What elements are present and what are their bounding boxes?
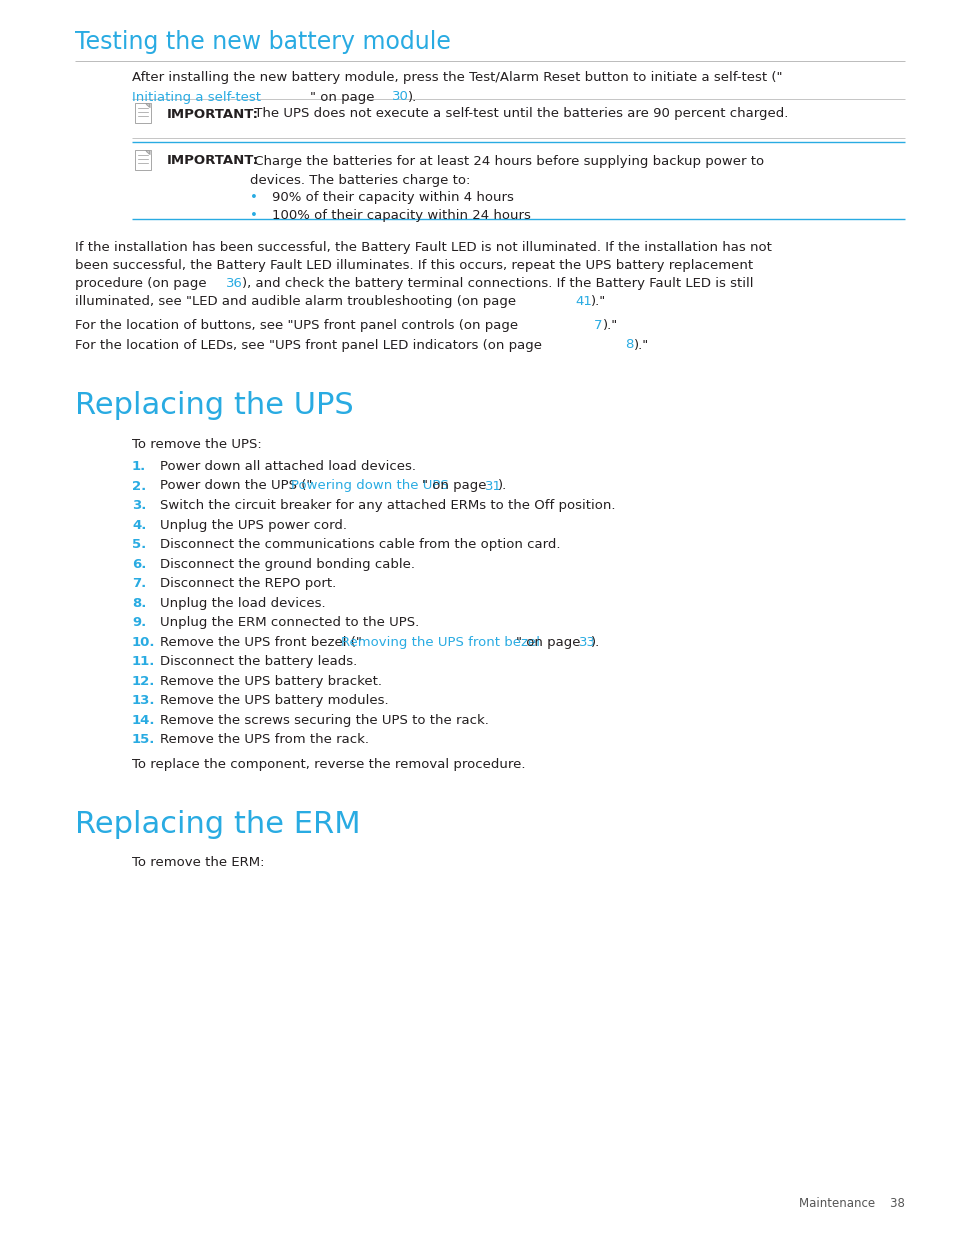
Text: •: • (250, 209, 257, 222)
Text: 33: 33 (578, 636, 595, 648)
Text: Disconnect the battery leads.: Disconnect the battery leads. (160, 655, 356, 668)
Text: Switch the circuit breaker for any attached ERMs to the Off position.: Switch the circuit breaker for any attac… (160, 499, 615, 513)
Text: 36: 36 (226, 277, 243, 290)
Text: To remove the UPS:: To remove the UPS: (132, 438, 261, 452)
Text: Remove the UPS front bezel (": Remove the UPS front bezel (" (160, 636, 361, 648)
Text: 14.: 14. (132, 714, 155, 726)
Text: Disconnect the REPO port.: Disconnect the REPO port. (160, 577, 335, 590)
Text: 1.: 1. (132, 459, 146, 473)
Text: Initiating a self-test: Initiating a self-test (132, 90, 261, 104)
Text: devices. The batteries charge to:: devices. The batteries charge to: (250, 174, 470, 186)
Text: 10.: 10. (132, 636, 155, 648)
Text: 41: 41 (575, 295, 591, 308)
Text: 9.: 9. (132, 616, 146, 629)
Text: Unplug the UPS power cord.: Unplug the UPS power cord. (160, 519, 347, 531)
Text: 30: 30 (392, 90, 409, 104)
Text: " on page: " on page (310, 90, 378, 104)
Text: ).": )." (590, 295, 605, 308)
Text: For the location of LEDs, see "UPS front panel LED indicators (on page: For the location of LEDs, see "UPS front… (75, 338, 546, 352)
Text: illuminated, see "LED and audible alarm troubleshooting (on page: illuminated, see "LED and audible alarm … (75, 295, 519, 308)
Text: 11.: 11. (132, 655, 155, 668)
Text: ).: ). (497, 479, 506, 493)
Text: To replace the component, reverse the removal procedure.: To replace the component, reverse the re… (132, 757, 525, 771)
Text: Remove the UPS from the rack.: Remove the UPS from the rack. (160, 734, 369, 746)
Text: Disconnect the communications cable from the option card.: Disconnect the communications cable from… (160, 538, 560, 551)
Text: 13.: 13. (132, 694, 155, 706)
Text: •: • (250, 191, 257, 204)
Text: Charge the batteries for at least 24 hours before supplying backup power to: Charge the batteries for at least 24 hou… (250, 154, 763, 168)
Text: 90% of their capacity within 4 hours: 90% of their capacity within 4 hours (272, 191, 514, 204)
Text: ).": )." (634, 338, 649, 352)
Text: Unplug the ERM connected to the UPS.: Unplug the ERM connected to the UPS. (160, 616, 418, 629)
Text: IMPORTANT:: IMPORTANT: (167, 107, 258, 121)
FancyBboxPatch shape (135, 103, 151, 122)
Text: ).": )." (602, 319, 618, 332)
Text: ).: ). (408, 90, 416, 104)
Text: 8: 8 (624, 338, 633, 352)
Polygon shape (146, 104, 150, 107)
Text: 7: 7 (594, 319, 602, 332)
Text: Remove the screws securing the UPS to the rack.: Remove the screws securing the UPS to th… (160, 714, 488, 726)
Text: 5.: 5. (132, 538, 146, 551)
Text: 15.: 15. (132, 734, 155, 746)
Text: IMPORTANT:: IMPORTANT: (167, 154, 258, 168)
Text: 8.: 8. (132, 597, 146, 610)
Text: Remove the UPS battery bracket.: Remove the UPS battery bracket. (160, 674, 381, 688)
Text: procedure (on page: procedure (on page (75, 277, 211, 290)
Text: After installing the new battery module, press the Test/Alarm Reset button to in: After installing the new battery module,… (132, 70, 781, 84)
Text: 3.: 3. (132, 499, 146, 513)
Text: Power down the UPS (": Power down the UPS (" (160, 479, 312, 493)
Text: Remove the UPS battery modules.: Remove the UPS battery modules. (160, 694, 388, 706)
Text: 7.: 7. (132, 577, 146, 590)
Text: 6.: 6. (132, 557, 146, 571)
Text: To remove the ERM:: To remove the ERM: (132, 856, 264, 868)
Text: Testing the new battery module: Testing the new battery module (75, 30, 451, 54)
Text: Removing the UPS front bezel: Removing the UPS front bezel (341, 636, 539, 648)
Text: Power down all attached load devices.: Power down all attached load devices. (160, 459, 416, 473)
Polygon shape (146, 151, 150, 154)
FancyBboxPatch shape (135, 149, 151, 169)
Text: The UPS does not execute a self-test until the batteries are 90 percent charged.: The UPS does not execute a self-test unt… (250, 107, 787, 121)
Text: Replacing the ERM: Replacing the ERM (75, 809, 360, 839)
Text: For the location of buttons, see "UPS front panel controls (on page: For the location of buttons, see "UPS fr… (75, 319, 522, 332)
Text: 4.: 4. (132, 519, 146, 531)
Text: Powering down the UPS: Powering down the UPS (291, 479, 449, 493)
Text: Disconnect the ground bonding cable.: Disconnect the ground bonding cable. (160, 557, 415, 571)
Text: Maintenance    38: Maintenance 38 (799, 1197, 904, 1210)
Text: ).: ). (591, 636, 599, 648)
Text: " on page: " on page (516, 636, 584, 648)
Text: " on page: " on page (422, 479, 491, 493)
Text: ), and check the battery terminal connections. If the Battery Fault LED is still: ), and check the battery terminal connec… (241, 277, 752, 290)
Text: Unplug the load devices.: Unplug the load devices. (160, 597, 325, 610)
Text: 2.: 2. (132, 479, 146, 493)
Text: 12.: 12. (132, 674, 155, 688)
Text: been successful, the Battery Fault LED illuminates. If this occurs, repeat the U: been successful, the Battery Fault LED i… (75, 259, 752, 272)
Text: 31: 31 (484, 479, 501, 493)
Text: 100% of their capacity within 24 hours: 100% of their capacity within 24 hours (272, 209, 530, 222)
Text: If the installation has been successful, the Battery Fault LED is not illuminate: If the installation has been successful,… (75, 241, 771, 254)
Text: Replacing the UPS: Replacing the UPS (75, 390, 354, 420)
